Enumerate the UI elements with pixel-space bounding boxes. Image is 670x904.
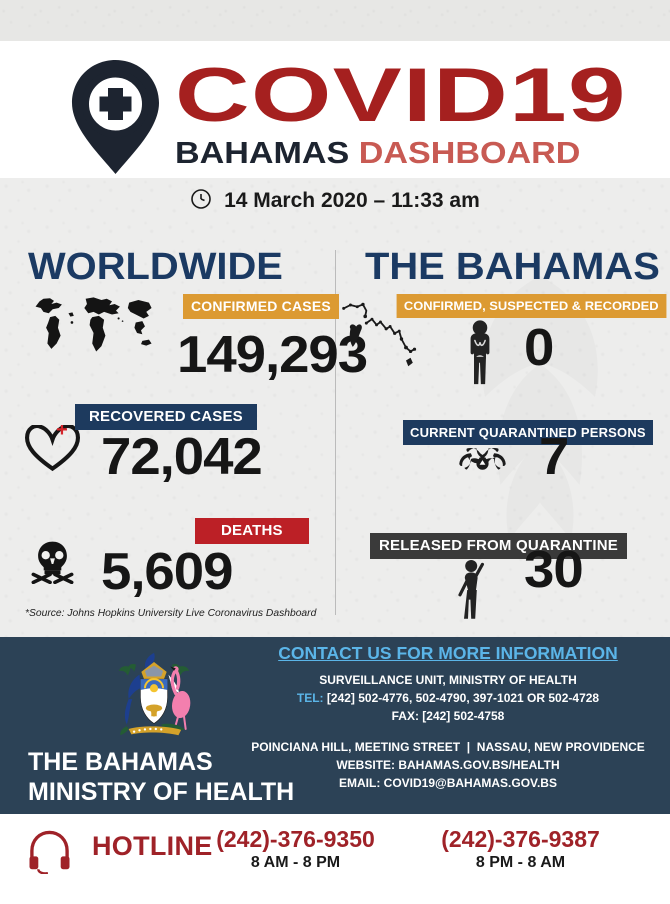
svg-text:+: +: [56, 425, 68, 441]
